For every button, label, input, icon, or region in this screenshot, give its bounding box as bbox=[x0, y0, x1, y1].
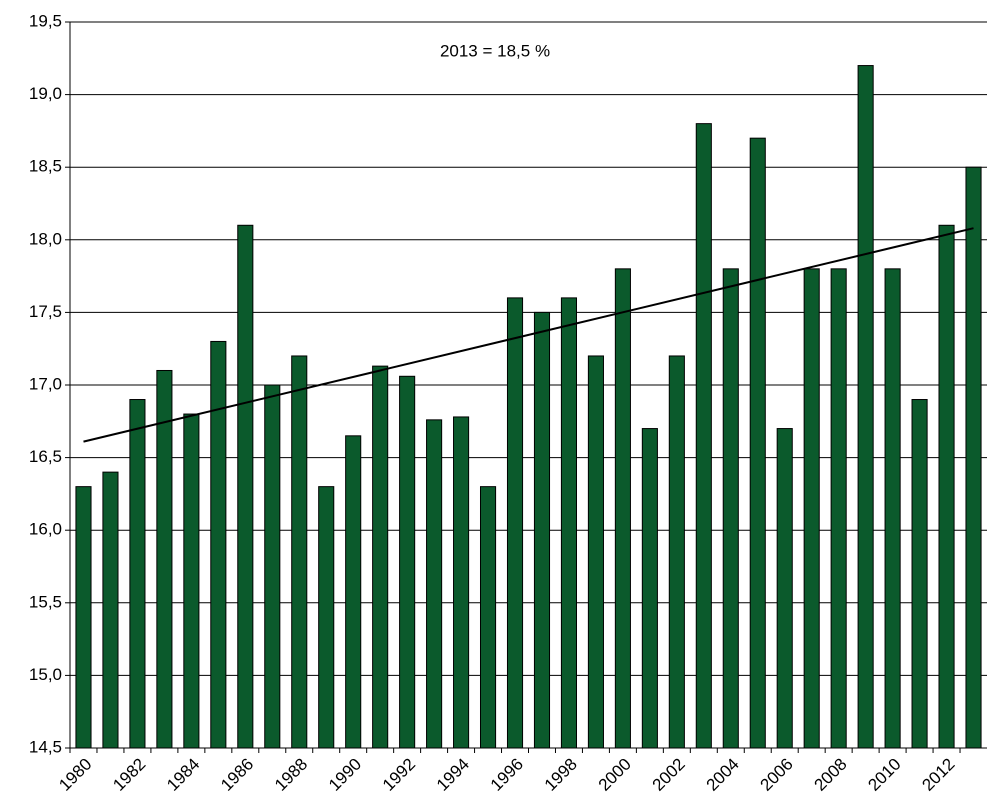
x-tick-label: 1990 bbox=[325, 755, 365, 795]
y-tick-label: 19,5 bbox=[29, 11, 62, 30]
bar bbox=[668, 355, 685, 749]
bar bbox=[345, 435, 362, 749]
y-tick-label: 15,5 bbox=[29, 592, 62, 611]
x-tick-label: 2002 bbox=[649, 755, 689, 795]
bar bbox=[102, 471, 119, 749]
x-tick-label: 2006 bbox=[757, 755, 797, 795]
y-tick-label: 14,5 bbox=[29, 737, 62, 756]
bar bbox=[399, 375, 416, 749]
y-tick-label: 17,0 bbox=[29, 374, 62, 393]
bar bbox=[857, 65, 874, 749]
y-tick-label: 18,0 bbox=[29, 229, 62, 248]
bar bbox=[884, 268, 901, 749]
bar bbox=[533, 311, 551, 749]
y-tick-label: 15,0 bbox=[29, 665, 62, 684]
bar bbox=[453, 416, 470, 749]
bar bbox=[372, 365, 389, 749]
bar bbox=[210, 340, 227, 749]
bar bbox=[614, 268, 631, 749]
x-tick-label: 1996 bbox=[487, 755, 527, 795]
x-tick-label: 1992 bbox=[379, 755, 419, 795]
bar bbox=[318, 486, 335, 749]
bar bbox=[426, 419, 443, 749]
x-tick-label: 2010 bbox=[864, 755, 904, 795]
bar bbox=[129, 399, 146, 749]
y-tick-label: 16,5 bbox=[29, 447, 62, 466]
x-tick-label: 1988 bbox=[271, 755, 311, 795]
bar bbox=[722, 268, 739, 749]
bar bbox=[641, 428, 658, 749]
bar bbox=[560, 297, 578, 749]
annotation: 2013 = 18,5 % bbox=[440, 41, 550, 60]
x-tick-label: 1980 bbox=[55, 755, 95, 795]
bar bbox=[237, 224, 254, 749]
bar bbox=[830, 268, 847, 749]
x-tick-label: 1998 bbox=[541, 755, 581, 795]
bar bbox=[965, 166, 982, 749]
x-tick-label: 2012 bbox=[918, 755, 958, 795]
trend-line bbox=[83, 227, 974, 443]
x-tick-label: 1986 bbox=[217, 755, 257, 795]
bar bbox=[183, 413, 200, 749]
x-tick-label: 2008 bbox=[810, 755, 850, 795]
bar bbox=[479, 486, 497, 749]
bar bbox=[938, 224, 955, 749]
bar bbox=[587, 355, 604, 749]
bar bbox=[75, 486, 92, 749]
y-tick-label: 17,5 bbox=[29, 302, 62, 321]
bar bbox=[264, 384, 281, 749]
bar bbox=[156, 369, 173, 749]
y-tick-label: 16,0 bbox=[29, 520, 62, 539]
x-tick-label: 2004 bbox=[703, 755, 743, 795]
x-tick-label: 2000 bbox=[595, 755, 635, 795]
y-tick-label: 19,0 bbox=[29, 84, 62, 103]
bar bbox=[749, 137, 766, 749]
bar bbox=[803, 268, 820, 749]
x-tick-label: 1984 bbox=[163, 755, 203, 795]
bar bbox=[506, 297, 524, 749]
y-tick-label: 18,5 bbox=[29, 157, 62, 176]
x-tick-label: 1994 bbox=[433, 755, 473, 795]
bar bbox=[776, 428, 793, 749]
bar bbox=[291, 355, 308, 749]
x-tick-label: 1982 bbox=[109, 755, 149, 795]
bar bbox=[695, 123, 712, 749]
bar bbox=[911, 399, 928, 749]
